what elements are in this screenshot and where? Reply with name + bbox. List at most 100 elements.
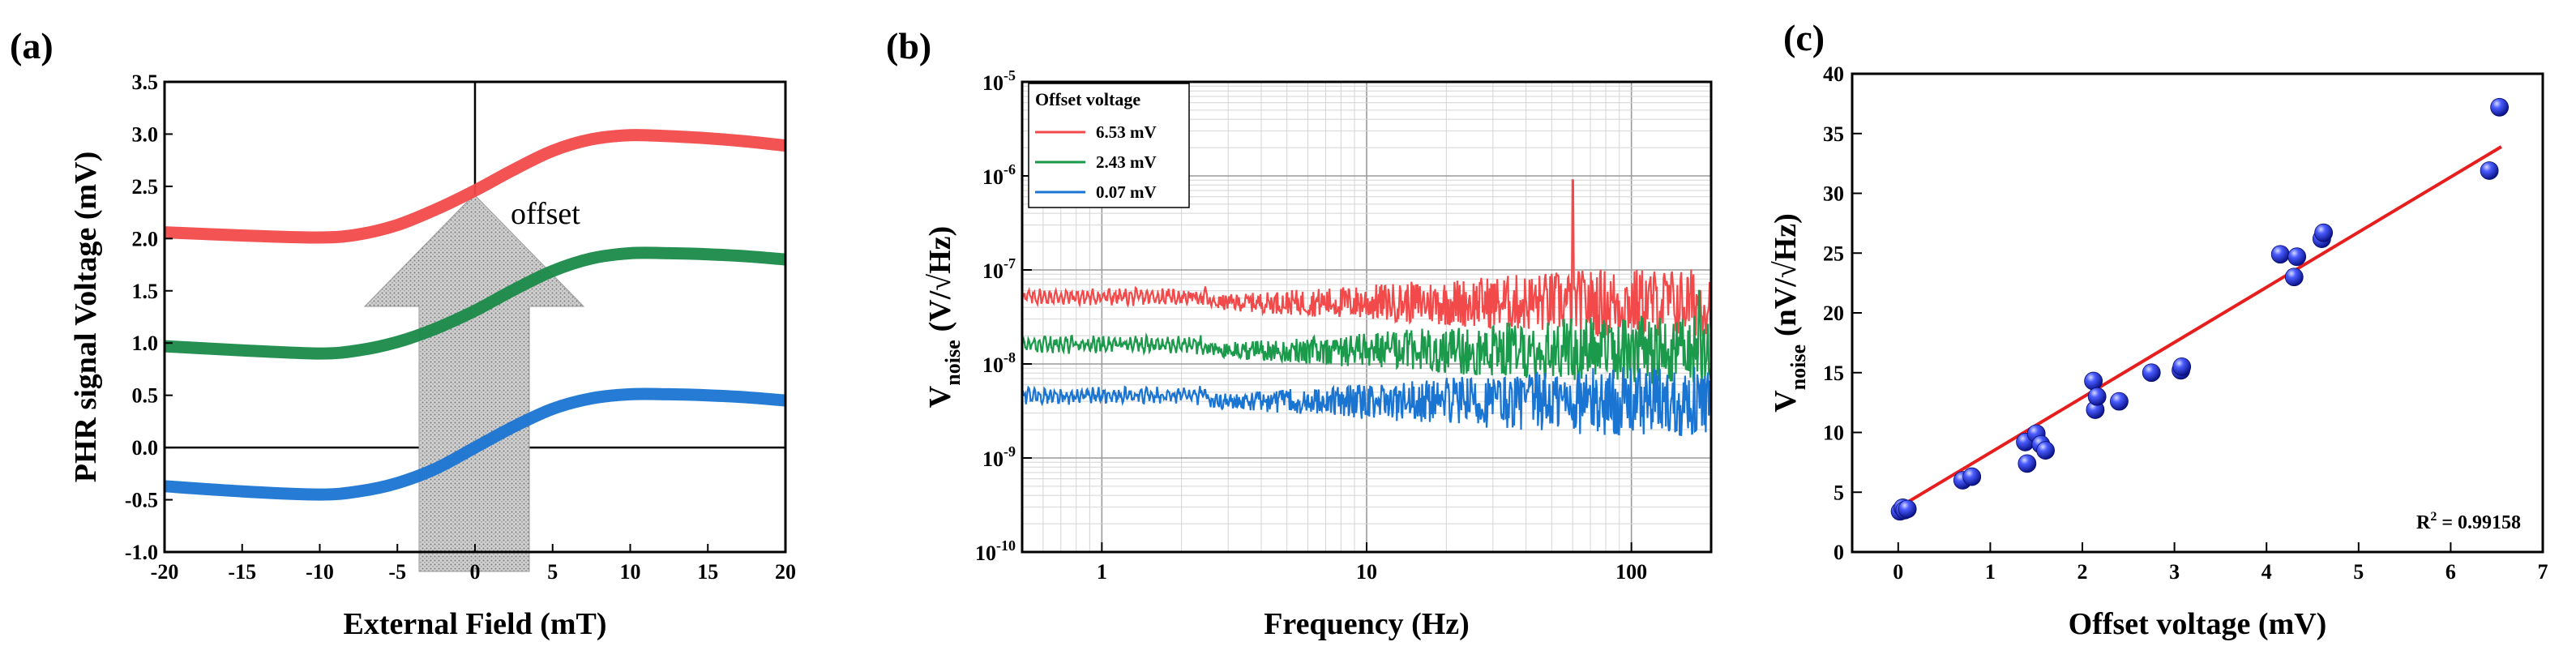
y-tick-label: 2.5 — [132, 175, 159, 199]
r2-sup: 2 — [2430, 510, 2437, 524]
panel-b: (b) 1 10 100 10-10 10-9 10-8 10-7 10-6 10-5 Offs… — [886, 25, 1713, 641]
y-tick-label: 10-10 — [975, 537, 1016, 565]
legend-title: Offset voltage — [1035, 89, 1140, 109]
y-tick-label: 0.5 — [132, 384, 159, 408]
r2-value: = 0.99158 — [2437, 512, 2521, 533]
data-point — [2087, 387, 2107, 406]
y-tick-label: 20 — [1823, 302, 1844, 325]
spectrum-2.43 mV — [1021, 289, 1713, 385]
series-line-green — [164, 246, 786, 360]
y-tick-label: 3.5 — [132, 71, 159, 94]
panel-c-label: (c) — [1783, 17, 1825, 58]
y-tick-label: 40 — [1823, 62, 1844, 86]
x-tick-label: 1 — [1097, 560, 1107, 584]
data-point — [2110, 392, 2129, 411]
x-tick-label: -10 — [306, 560, 334, 584]
data-point — [2142, 363, 2161, 383]
x-tick-label: 0 — [1893, 560, 1903, 584]
y-tick-label: 35 — [1823, 122, 1844, 146]
x-tick-label: 15 — [697, 560, 718, 584]
panel-a-xlabel: External Field (mT) — [343, 607, 606, 641]
panel-a-label: (a) — [10, 25, 53, 66]
x-tick-label: 20 — [775, 560, 796, 584]
y-tick-label: 10-6 — [982, 161, 1016, 189]
x-tick-label: 2 — [2077, 560, 2088, 584]
panel-c-ylabel-main: V — [1769, 390, 1803, 413]
panel-c-series — [1890, 97, 2510, 521]
data-point — [1962, 467, 1982, 486]
x-tick-label: -5 — [388, 560, 406, 584]
legend-box — [1028, 83, 1190, 208]
x-tick-label: 5 — [547, 560, 558, 584]
panel-b-legend: Offset voltage 6.53 mV 2.43 mV 0.07 mV — [1028, 83, 1190, 208]
y-tick-label: 2.0 — [132, 227, 159, 250]
data-point — [2036, 441, 2055, 460]
x-tick-label: -20 — [151, 560, 179, 584]
series-line-red — [164, 129, 786, 244]
y-tick-label: 1.0 — [132, 332, 159, 355]
panel-a-ylabel: PHR signal Voltage (mV) — [69, 152, 103, 483]
panel-b-ylabel: Vnoise (V/√Hz) — [923, 226, 965, 408]
y-tick-label: 5 — [1834, 481, 1844, 504]
panel-b-ylabel-sub: noise — [941, 340, 965, 385]
y-tick-label: 1.5 — [132, 280, 159, 303]
data-point — [2480, 161, 2499, 180]
panel-c-ylabel-unit: (nV/√Hz) — [1769, 213, 1803, 336]
fit-line — [1897, 145, 2502, 510]
y-tick-label: 10-7 — [982, 255, 1016, 283]
panel-a-ticks: -20 -15 -10 -5 0 5 10 15 20 -1.0 -0.5 0.0 0.5 1.0 1.5 2… — [125, 71, 796, 584]
data-point — [2314, 223, 2334, 242]
panel-b-xlabel: Frequency (Hz) — [1264, 607, 1470, 641]
data-point — [2084, 371, 2103, 391]
y-tick-label: -0.5 — [125, 489, 158, 512]
x-tick-label: 10 — [1356, 560, 1377, 584]
x-tick-label: 4 — [2261, 560, 2272, 584]
panel-c-ylabel-sub: noise — [1787, 344, 1810, 390]
y-tick-label: 10-9 — [982, 443, 1016, 471]
y-tick-label: 10-5 — [982, 67, 1016, 95]
r2-prefix: R — [2416, 512, 2431, 533]
spectrum-0.07 mV — [1021, 366, 1713, 436]
panel-b-series — [1021, 179, 1713, 436]
data-point — [2490, 97, 2510, 117]
y-tick-label: 0 — [1834, 541, 1844, 564]
panel-b-ylabel-text: Vnoise (V/√Hz) — [923, 226, 965, 408]
x-tick-label: 7 — [2538, 560, 2548, 584]
legend-label-green: 2.43 mV — [1096, 152, 1157, 172]
panel-c-ylabel-text: Vnoise (nV/√Hz) — [1769, 213, 1810, 413]
data-point — [2270, 245, 2290, 264]
x-tick-label: 3 — [2169, 560, 2180, 584]
data-point — [2018, 454, 2037, 473]
offset-arrow — [363, 194, 585, 572]
y-tick-label: 15 — [1823, 362, 1844, 385]
panel-c-ticks: 0 1 2 3 4 5 6 7 0 5 10 15 20 25 30 35 40 — [1823, 62, 2548, 584]
data-point — [1898, 499, 1917, 519]
panel-b-ylabel-unit: (V/√Hz) — [923, 226, 957, 332]
data-point — [2287, 247, 2307, 267]
x-tick-label: 0 — [470, 560, 481, 584]
offset-annotation: offset — [511, 197, 580, 231]
y-tick-label: 25 — [1823, 242, 1844, 265]
panel-b-label: (b) — [886, 25, 931, 66]
y-tick-label: 10 — [1823, 422, 1844, 445]
x-tick-label: 1 — [1985, 560, 1996, 584]
spectrum-6.53 mV — [1021, 179, 1713, 337]
y-tick-label: 0.0 — [132, 436, 159, 460]
y-tick-label: 3.0 — [132, 122, 159, 146]
panel-b-ticks: 1 10 100 10-10 10-9 10-8 10-7 10-6 10-5 — [975, 67, 1647, 584]
x-tick-label: -15 — [228, 560, 256, 584]
legend-label-blue: 0.07 mV — [1096, 182, 1157, 202]
y-tick-label: 10-8 — [982, 349, 1016, 377]
x-tick-label: 10 — [620, 560, 641, 584]
r2-annotation: R2 = 0.99158 — [2416, 510, 2521, 533]
data-point — [2172, 357, 2192, 376]
legend-label-red: 6.53 mV — [1096, 122, 1157, 142]
panel-a: (a) -20 -15 -10 -5 0 5 10 15 20 -1.0 -0.5 0.0 0.5 1.0… — [10, 25, 796, 641]
panel-b-ylabel-main: V — [923, 385, 957, 408]
y-tick-label: -1.0 — [125, 541, 158, 564]
panel-c-xlabel: Offset voltage (mV) — [2069, 607, 2327, 641]
x-tick-label: 100 — [1615, 560, 1647, 584]
x-tick-label: 6 — [2445, 560, 2456, 584]
